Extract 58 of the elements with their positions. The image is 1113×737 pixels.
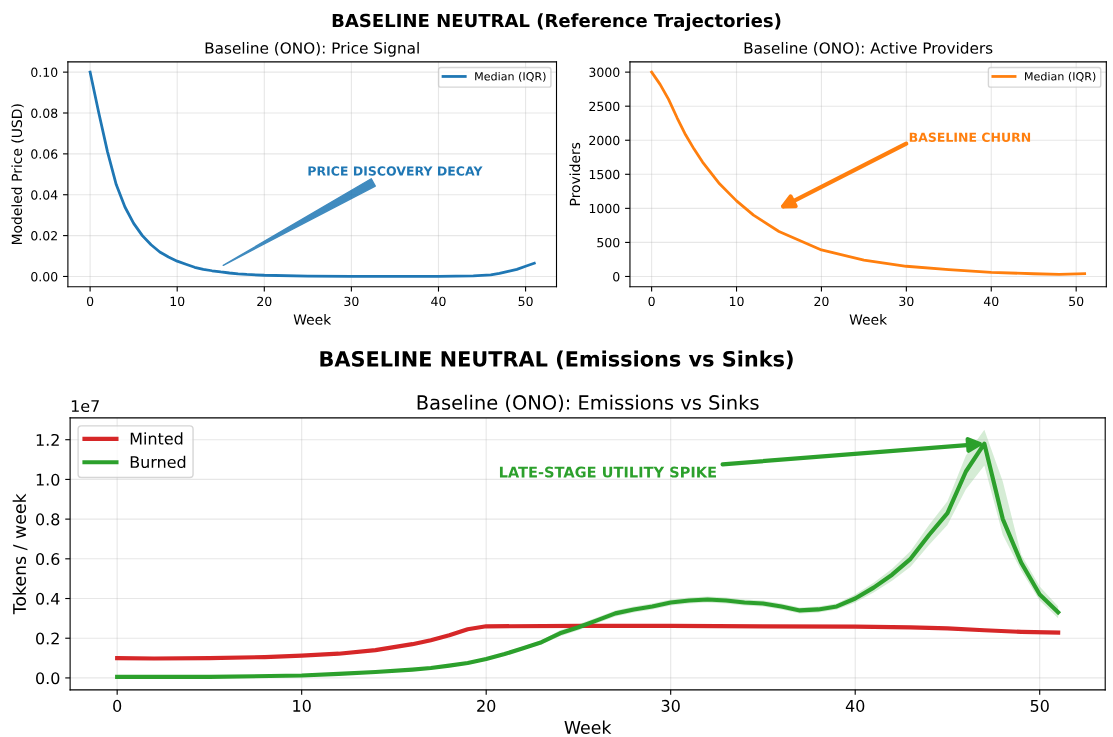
- x-tick-label: 50: [1069, 296, 1084, 307]
- y-tick-label: 500: [597, 237, 620, 248]
- legend-label: Median (IQR): [475, 71, 546, 82]
- y-tick-label: 0.8: [36, 513, 60, 526]
- x-axis-title: Week: [564, 720, 612, 735]
- y-tick-label: 0: [613, 271, 620, 282]
- y-tick-label: 0.0: [36, 672, 60, 685]
- y-tick-label: 1.0: [36, 473, 60, 486]
- x-axis-title: Week: [849, 314, 888, 325]
- y-tick-label: 0.2: [36, 632, 59, 645]
- y-tick-label: 0.08: [31, 108, 58, 118]
- x-tick-label: 20: [257, 296, 272, 307]
- y-tick-label: 1.2: [36, 433, 59, 446]
- y-tick-label: 2000: [589, 135, 620, 146]
- y-tick-label: 1000: [589, 203, 620, 214]
- x-tick-label: 10: [729, 296, 744, 307]
- y-tick-label: 0.4: [36, 592, 60, 605]
- x-tick-label: 10: [293, 699, 311, 712]
- y-tick-label: 0.06: [31, 149, 58, 159]
- x-tick-label: 20: [477, 699, 496, 712]
- x-tick-label: 30: [344, 296, 359, 307]
- x-tick-label: 50: [518, 296, 533, 307]
- x-tick-label: 30: [661, 699, 680, 712]
- y-tick-label: 1500: [589, 169, 620, 180]
- text: BASELINE NEUTRAL (Emissions vs Sinks): [320, 350, 793, 370]
- y-axis-title: Providers: [569, 142, 581, 206]
- x-tick-label: 20: [814, 296, 829, 307]
- line-series: [115, 623, 1061, 661]
- y-axis-title: Modeled Price (USD): [11, 104, 24, 245]
- y-tick-label: 0.6: [36, 553, 60, 566]
- x-tick-label: 40: [983, 296, 999, 307]
- y-tick-label: 2500: [589, 101, 620, 112]
- y-tick-label: 0.04: [31, 190, 58, 200]
- y-tick-label: 0.10: [31, 67, 58, 78]
- x-tick-label: 0: [113, 699, 122, 712]
- annotation: PRICE DISCOVERY DECAY: [308, 166, 483, 176]
- x-tick-label: 30: [899, 296, 914, 307]
- x-tick-label: 40: [431, 296, 446, 307]
- y-tick-label: 3000: [589, 67, 620, 78]
- y-tick-label: 0.00: [31, 271, 58, 282]
- chart-title: Baseline (ONO): Active Providers: [744, 41, 993, 56]
- y-axis-title: Tokens / week: [12, 493, 28, 615]
- text: BASELINE NEUTRAL (Reference Trajectories): [332, 13, 781, 31]
- chart-title: Baseline (ONO): Emissions vs Sinks: [417, 394, 759, 413]
- x-tick-label: 0: [86, 296, 94, 307]
- legend-label: Minted: [130, 432, 183, 445]
- annotation: BASELINE CHURN: [909, 132, 1031, 142]
- x-tick-label: 0: [648, 296, 655, 307]
- annotation: LATE-STAGE UTILITY SPIKE: [499, 466, 716, 478]
- legend-label: Median (IQR): [1025, 71, 1096, 82]
- chart-title: Baseline (ONO): Price Signal: [205, 41, 419, 57]
- x-tick-label: 10: [170, 296, 185, 307]
- text: 1e7: [71, 400, 99, 413]
- x-tick-label: 50: [1030, 699, 1049, 712]
- legend-label: Burned: [130, 455, 186, 469]
- x-tick-label: 40: [845, 699, 865, 712]
- y-tick-label: 0.02: [31, 231, 57, 241]
- x-axis-title: Week: [293, 314, 332, 325]
